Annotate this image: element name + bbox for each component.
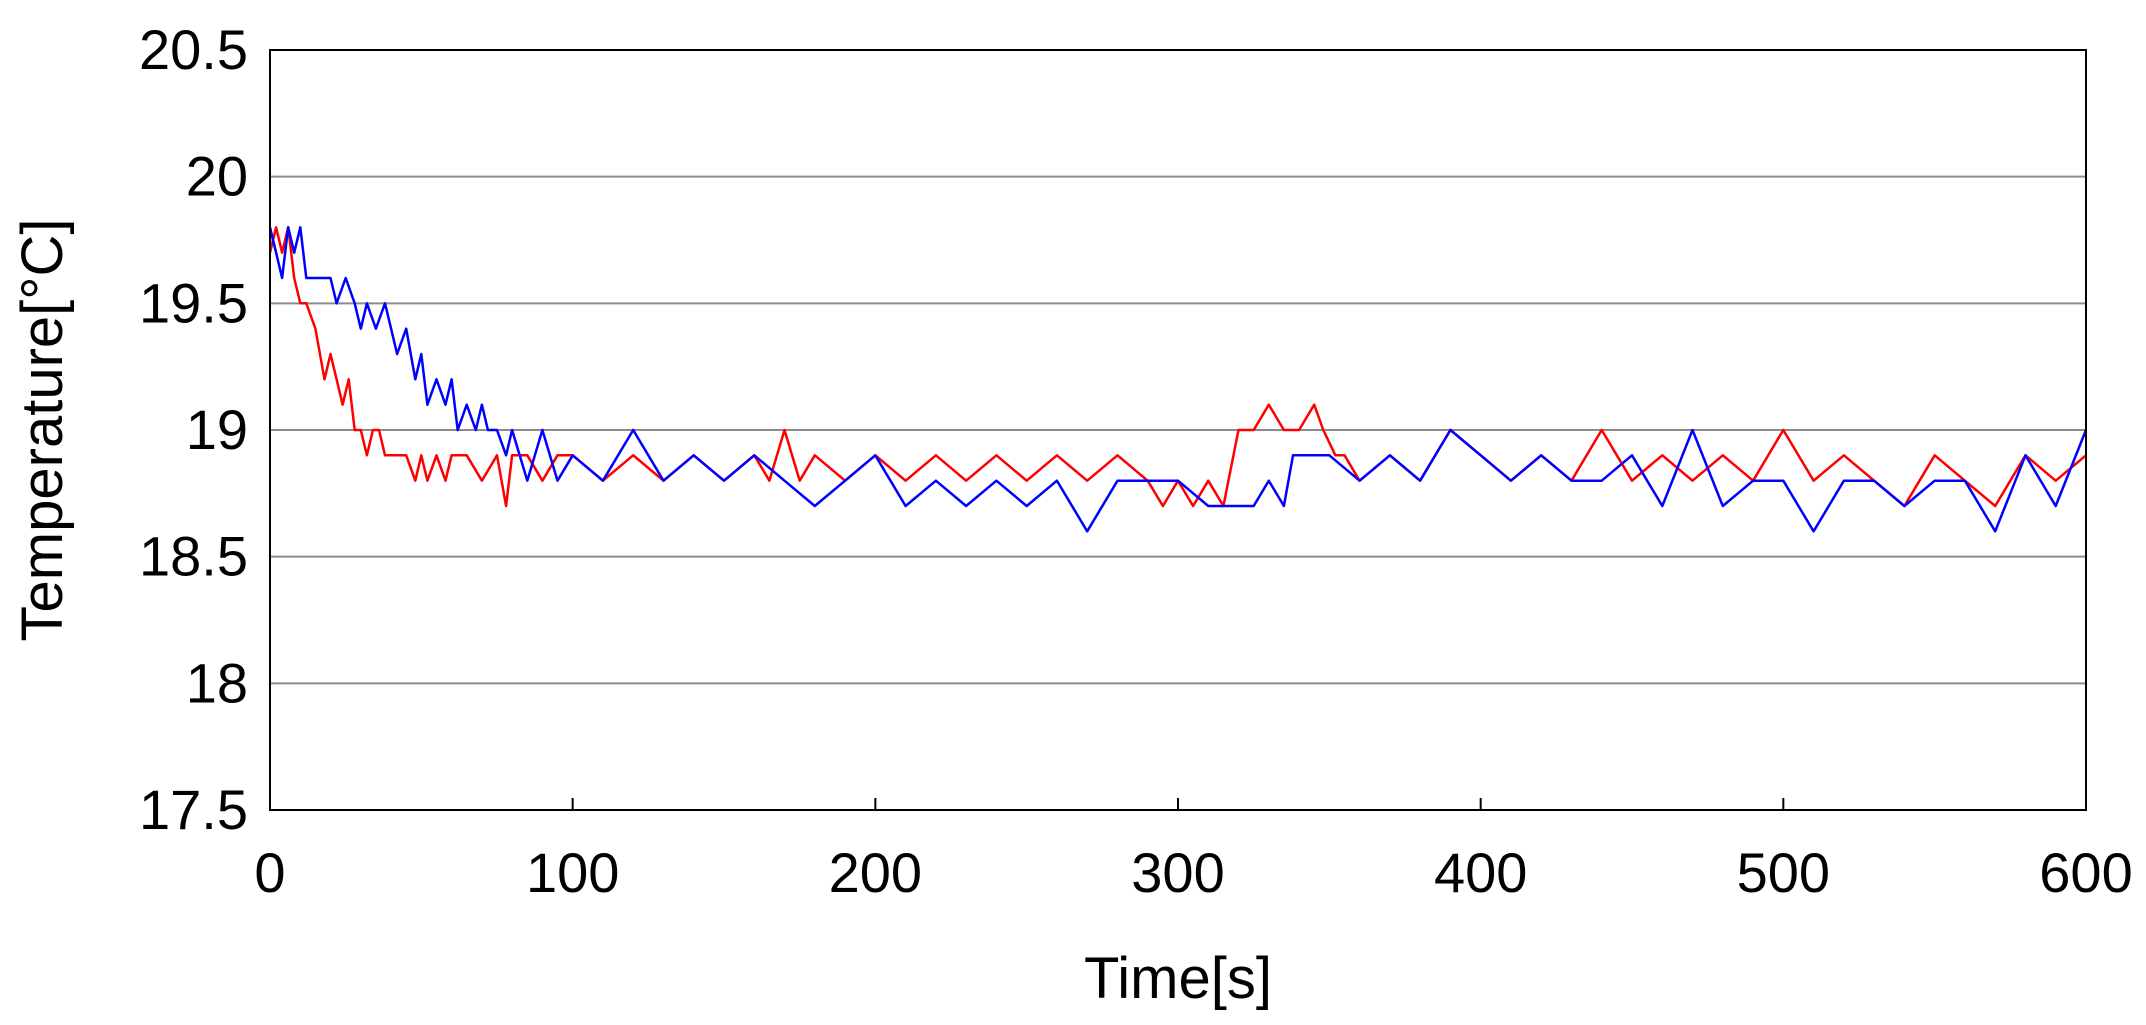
- y-tick-label: 19.5: [139, 271, 248, 334]
- x-tick-label: 300: [1131, 841, 1224, 904]
- y-tick-label: 18: [186, 651, 248, 714]
- y-tick-label: 19: [186, 398, 248, 461]
- series-group: [268, 226, 2088, 533]
- y-tick-label: 20: [186, 145, 248, 208]
- x-tick-label: 600: [2039, 841, 2132, 904]
- x-axis-title: Time[s]: [1084, 946, 1272, 1011]
- series-line-2: [268, 226, 2088, 533]
- gridlines: [270, 175, 2086, 685]
- x-tick-label: 0: [254, 841, 285, 904]
- y-axis-ticks: 17.5 18 18.5 19 19.5 20 20.5: [139, 18, 248, 841]
- y-tick-label: 18.5: [139, 525, 248, 588]
- y-axis-title: Temperature[°C]: [10, 219, 75, 642]
- y-tick-label: 20.5: [139, 18, 248, 81]
- x-tick-label: 400: [1434, 841, 1527, 904]
- x-tick-label: 500: [1737, 841, 1830, 904]
- series-line-1: [268, 226, 2087, 508]
- y-tick-label: 17.5: [139, 778, 248, 841]
- x-tick-label: 200: [829, 841, 922, 904]
- x-tick-label: 100: [526, 841, 619, 904]
- x-axis-ticks: 0 100 200 300 400 500 600: [254, 798, 2133, 904]
